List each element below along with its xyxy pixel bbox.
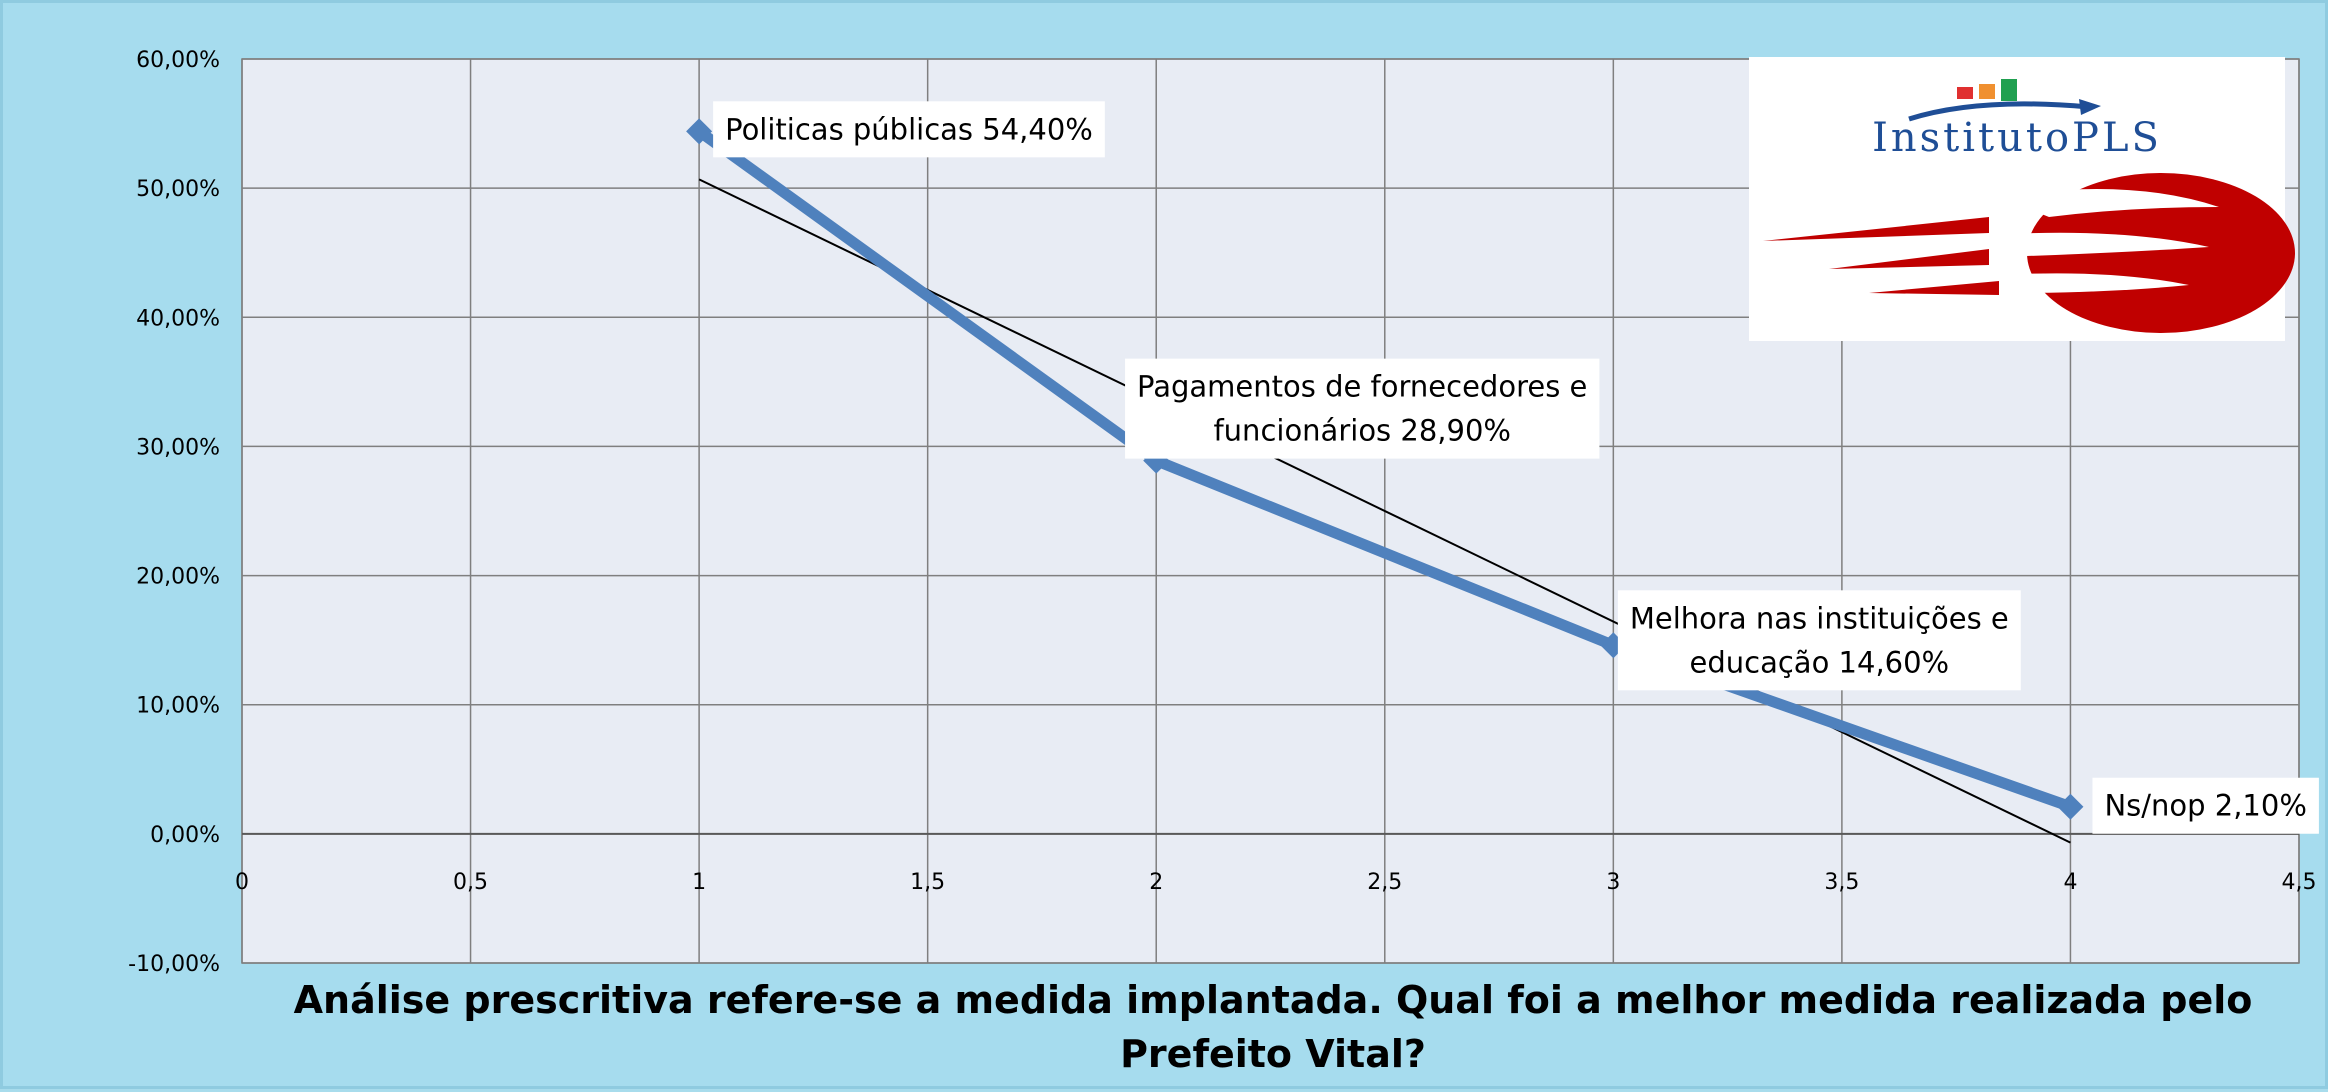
data-label-box xyxy=(1125,358,1600,459)
x-tick-label: 2,5 xyxy=(1367,870,1402,895)
data-label-box xyxy=(2092,777,2319,834)
x-tick-label: 0,5 xyxy=(453,870,488,895)
data-label-text: Ns/nop 2,10% xyxy=(2104,789,2306,823)
series-line xyxy=(695,126,2073,812)
x-tick-label: 1,5 xyxy=(910,870,945,895)
logo-bar-red xyxy=(1957,87,1973,99)
data-label-text: Politicas públicas 54,40% xyxy=(725,112,1093,146)
logo-arrow xyxy=(1908,101,2090,122)
chart-title-line-1: Análise prescritiva refere-se a medida i… xyxy=(294,978,2253,1022)
institutopls-logo: InstitutoPLS xyxy=(1749,57,2295,341)
y-tick-label: 40,00% xyxy=(136,306,220,331)
data-label: Ns/nop 2,10% xyxy=(2092,777,2319,834)
y-tick-label: 0,00% xyxy=(150,823,220,848)
y-tick-label: 30,00% xyxy=(136,435,220,460)
y-tick-label: 10,00% xyxy=(136,694,220,719)
logo-bar-green xyxy=(2001,79,2017,101)
data-label-text: Pagamentos de fornecedores e xyxy=(1137,370,1587,404)
logo-swoosh xyxy=(1763,173,2295,333)
x-tick-label: 0 xyxy=(235,870,249,895)
x-tick-label: 2 xyxy=(1149,870,1163,895)
data-label: Politicas públicas 54,40% xyxy=(713,101,1105,158)
data-label: Melhora nas instituições e educação 14,60… xyxy=(1617,590,2021,691)
data-point-marker xyxy=(686,118,713,145)
y-tick-label: 20,00% xyxy=(136,565,220,590)
data-label: Pagamentos de fornecedores e funcionários… xyxy=(1125,358,1600,459)
data-label-text: educação 14,60% xyxy=(1690,645,1950,679)
data-label-box xyxy=(713,101,1105,158)
x-tick-label: 1 xyxy=(692,870,706,895)
y-tick-label: 50,00% xyxy=(136,177,220,202)
data-point-marker xyxy=(2057,793,2084,820)
logo-bar-orange xyxy=(1979,84,1995,99)
y-tick-label: 60,00% xyxy=(136,48,220,73)
data-labels: Politicas públicas 54,40% Pagamentos de f… xyxy=(713,101,2319,834)
x-tick-label: 3,5 xyxy=(1824,870,1859,895)
x-tick-label: 4 xyxy=(2063,870,2077,895)
data-label-box xyxy=(1617,590,2021,691)
x-tick-label: 3 xyxy=(1606,870,1620,895)
data-label-text: funcionários 28,90% xyxy=(1213,414,1511,448)
x-tick-label: 4,5 xyxy=(2282,870,2317,895)
y-tick-label: -10,00% xyxy=(128,952,220,977)
axes: 0 0,5 1 1,5 2 2,5 3 3,5 4 4,5 60,00% 50,00% 40,00% 30… xyxy=(128,48,2316,977)
chart-title-line-2: Prefeito Vital? xyxy=(1120,1032,1426,1076)
logo-text: InstitutoPLS xyxy=(1872,115,2162,161)
data-label-text: Melhora nas instituições e xyxy=(1630,601,2009,635)
chart: 0 0,5 1 1,5 2 2,5 3 3,5 4 4,5 60,00% 50,00% 40,00% 30… xyxy=(128,48,2319,1076)
